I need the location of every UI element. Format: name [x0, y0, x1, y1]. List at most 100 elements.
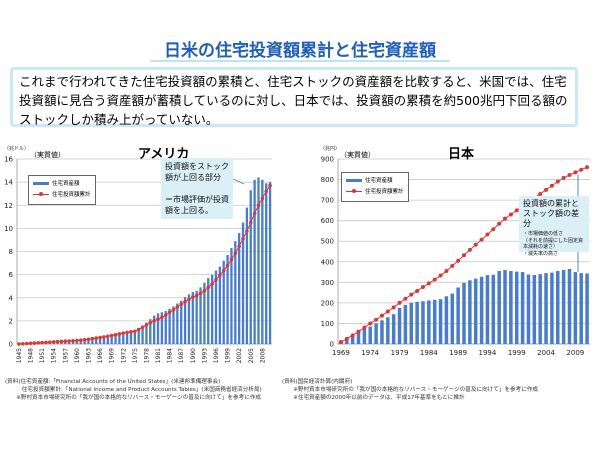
investment-point [55, 339, 60, 344]
investment-point [214, 278, 218, 282]
investment-point [75, 338, 79, 343]
bar [83, 339, 86, 344]
x-tick-label: 2004 [537, 349, 555, 357]
investment-point [148, 320, 153, 325]
investment-point [479, 237, 484, 242]
bar [249, 190, 252, 344]
bar [137, 328, 140, 344]
investment-point [344, 336, 349, 341]
x-tick-label: 1999 [225, 348, 232, 363]
bar [156, 313, 160, 344]
bar [585, 273, 589, 344]
investment-point [190, 295, 195, 299]
investment-point [379, 313, 384, 318]
bar [187, 294, 191, 344]
x-tick-label: 1963 [85, 348, 92, 363]
x-tick-label: 1951 [39, 348, 46, 363]
bar [183, 297, 187, 344]
investment-point [368, 321, 373, 326]
investment-point [32, 341, 37, 345]
investment-point [252, 211, 257, 216]
bar [253, 179, 256, 344]
investment-point [67, 339, 71, 343]
x-tick-label: 1979 [391, 349, 409, 357]
bar [118, 333, 121, 344]
investment-point [121, 331, 126, 335]
investment-point [44, 340, 48, 345]
investment-point [140, 325, 145, 330]
investment-point [585, 165, 590, 170]
investment-point [210, 282, 214, 286]
jp-annotation: 投資額の累計とストック額の差分 ・市場価値の低さ （それを前提にした固定資本減耗… [519, 196, 589, 257]
x-tick-label: 1945 [16, 348, 23, 363]
investment-point [391, 305, 396, 310]
bar [573, 272, 578, 344]
bar [141, 325, 144, 344]
us-sources: (資料)住宅資産額:「Financial Accounts of the Uni… [5, 379, 262, 401]
investment-point [51, 340, 56, 344]
investment-point [248, 220, 253, 225]
y-tick-label: 900 [321, 156, 334, 164]
bar-swatch-icon [33, 182, 49, 185]
bar [532, 274, 537, 344]
bar [241, 222, 245, 344]
bar [391, 314, 396, 344]
bar [397, 308, 402, 344]
bar [497, 271, 501, 344]
x-tick-label: 1960 [74, 348, 81, 363]
bar [427, 300, 431, 344]
investment-point [491, 227, 496, 232]
investment-point [133, 329, 137, 334]
investment-point [544, 187, 549, 192]
investment-point [94, 336, 99, 340]
x-tick-label: 2005 [248, 348, 255, 363]
investment-point [432, 277, 437, 282]
investment-point [179, 302, 184, 306]
investment-point [63, 339, 68, 344]
bar [87, 338, 90, 344]
investment-point [397, 300, 402, 305]
investment-point [71, 338, 75, 343]
bar [230, 248, 233, 344]
investment-point [456, 258, 461, 263]
bar [102, 336, 106, 344]
investment-point [362, 325, 367, 330]
investment-point [218, 273, 222, 278]
bar [456, 287, 460, 344]
y-tick-label: 700 [321, 197, 334, 205]
bar [191, 291, 194, 344]
y-tick-label: 400 [321, 258, 334, 266]
y-tick-label: 8 [9, 248, 13, 256]
x-tick-label: 1993 [201, 348, 208, 363]
x-tick-label: 1948 [28, 348, 35, 363]
bar [509, 271, 513, 344]
bar [345, 339, 349, 344]
bar [129, 331, 133, 344]
bar [485, 275, 490, 344]
investment-point [561, 175, 566, 180]
investment-point [160, 315, 164, 320]
investment-point [508, 212, 513, 217]
x-tick-label: 1975 [132, 348, 139, 363]
investment-point [129, 330, 133, 334]
bar [473, 278, 478, 344]
investment-point [403, 296, 408, 301]
x-tick-label: 1990 [190, 348, 197, 363]
x-tick-label: 1966 [97, 348, 104, 363]
investment-point [78, 338, 83, 342]
x-tick-label: 1957 [62, 348, 69, 363]
bar [149, 319, 152, 344]
x-tick-label: 2009 [566, 349, 584, 357]
bar-swatch-icon [346, 179, 362, 182]
annotation-arrow-icon [230, 177, 245, 185]
legend-label: 住宅資産額 [365, 178, 393, 184]
investment-point [438, 273, 443, 278]
y-tick-label: 14 [4, 179, 13, 187]
bar [95, 337, 98, 344]
bar [444, 296, 449, 344]
y-tick-label: 800 [321, 176, 334, 184]
bar [579, 273, 583, 344]
bar [550, 272, 554, 344]
bar [257, 177, 260, 344]
legend-label: 住宅投資額累計 [365, 189, 404, 195]
